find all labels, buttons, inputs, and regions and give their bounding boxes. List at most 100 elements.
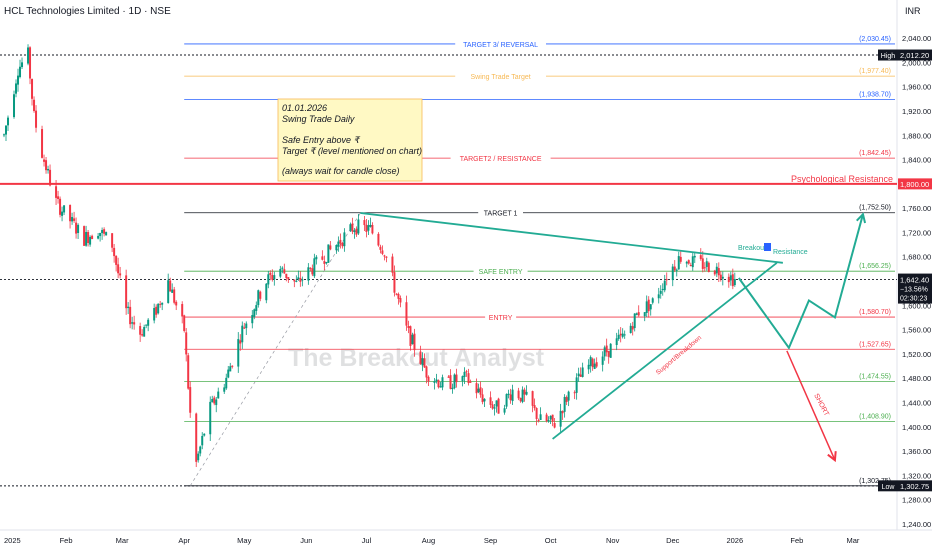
candle-body bbox=[453, 374, 456, 389]
candle-body bbox=[437, 380, 440, 388]
x-tick-label: 2025 bbox=[4, 536, 21, 545]
level-label: SAFE ENTRY bbox=[479, 269, 523, 276]
candle-body bbox=[631, 326, 634, 330]
candle-body bbox=[525, 391, 528, 395]
candle-body bbox=[409, 326, 412, 346]
candle-body bbox=[281, 267, 284, 269]
candle-body bbox=[185, 332, 188, 355]
x-tick-label: Mar bbox=[846, 536, 859, 545]
candle-body bbox=[385, 256, 388, 258]
short-arrowhead bbox=[827, 451, 837, 463]
candle-body bbox=[161, 302, 164, 305]
candle-body bbox=[511, 389, 514, 402]
candle-body bbox=[89, 236, 92, 245]
candle-body bbox=[13, 94, 16, 118]
candle-body bbox=[351, 223, 354, 232]
candle-body bbox=[339, 239, 342, 244]
level-label: TARGET2 / RESISTANCE bbox=[460, 156, 542, 163]
candle-body bbox=[687, 260, 690, 264]
candle-body bbox=[679, 256, 682, 262]
candle-body bbox=[127, 306, 130, 309]
candle-body bbox=[215, 399, 218, 406]
candle-body bbox=[369, 224, 372, 227]
candle-body bbox=[419, 351, 422, 364]
x-tick-label: Jun bbox=[300, 536, 312, 545]
note-box[interactable]: 01.01.2026 Swing Trade Daily Safe Entry … bbox=[277, 98, 423, 182]
candle-body bbox=[675, 269, 678, 271]
candle-body bbox=[129, 306, 132, 325]
candle-body bbox=[315, 256, 318, 260]
note-line-caution: (always wait for candle close) bbox=[282, 166, 400, 176]
candle-body bbox=[223, 387, 226, 392]
level-value-label: (1,977.40) bbox=[859, 68, 891, 75]
candle-body bbox=[167, 280, 170, 303]
candle-body bbox=[537, 420, 540, 422]
y-tick-label: 1,720.00 bbox=[902, 228, 931, 237]
candle-body bbox=[451, 387, 454, 390]
candle-body bbox=[363, 220, 366, 226]
candle-body bbox=[707, 262, 710, 273]
last-price-label: 1,642.40 bbox=[900, 276, 929, 285]
candle-body bbox=[169, 280, 172, 292]
note-line-date: 01.01.2026 bbox=[282, 103, 327, 113]
level-label: Swing Trade Target bbox=[471, 74, 531, 81]
candle-body bbox=[721, 276, 724, 279]
candle-body bbox=[605, 345, 608, 353]
candle-body bbox=[271, 274, 274, 280]
candle-body bbox=[105, 232, 108, 236]
candle-body bbox=[203, 433, 206, 436]
candle-body bbox=[447, 376, 450, 378]
low-tag-prefix: Low bbox=[882, 484, 896, 491]
candle-body bbox=[113, 247, 116, 257]
candle-body bbox=[73, 218, 76, 221]
candle-body bbox=[35, 110, 38, 128]
candle-body bbox=[469, 381, 472, 383]
high-tag-prefix-bg bbox=[878, 49, 898, 61]
candle-body bbox=[17, 75, 20, 85]
candle-body bbox=[119, 273, 122, 276]
candle-body bbox=[593, 363, 596, 369]
candle-body bbox=[287, 277, 290, 280]
candle-body bbox=[329, 245, 332, 250]
candle-body bbox=[391, 256, 394, 273]
candle-body bbox=[633, 313, 636, 329]
candle-body bbox=[255, 305, 258, 311]
candle-body bbox=[483, 398, 486, 402]
candle-body bbox=[397, 293, 400, 299]
candle-body bbox=[691, 256, 694, 268]
candle-body bbox=[97, 235, 100, 239]
candle-body bbox=[517, 390, 520, 399]
candle-body bbox=[561, 411, 564, 414]
x-tick-label: Oct bbox=[545, 536, 558, 545]
candle-body bbox=[147, 319, 150, 326]
level-value-label: (1,752.50) bbox=[859, 205, 891, 212]
candle-body bbox=[677, 256, 680, 270]
candle-body bbox=[265, 283, 268, 301]
candle-body bbox=[251, 315, 254, 324]
candle-body bbox=[297, 277, 300, 280]
candle-body bbox=[589, 357, 592, 366]
candle-body bbox=[617, 334, 620, 339]
candle-body bbox=[497, 398, 500, 414]
candle-body bbox=[245, 323, 248, 329]
low-tag-prefix-bg bbox=[878, 480, 898, 492]
candle-body bbox=[531, 391, 534, 406]
candle-body bbox=[43, 159, 46, 162]
y-tick-label: 1,760.00 bbox=[902, 204, 931, 213]
level-label: TARGET 1 bbox=[484, 211, 518, 218]
candle-body bbox=[175, 301, 178, 306]
candle-body bbox=[637, 312, 640, 316]
y-tick-label: 1,280.00 bbox=[902, 496, 931, 505]
candle-body bbox=[241, 325, 244, 343]
breakout-marker bbox=[764, 243, 771, 251]
candle-body bbox=[731, 274, 734, 287]
candle-body bbox=[615, 338, 618, 346]
candle-body bbox=[307, 267, 310, 281]
candle-body bbox=[59, 198, 62, 215]
candle-body bbox=[325, 262, 328, 264]
level-label-bg bbox=[455, 71, 547, 82]
candle-body bbox=[299, 278, 302, 282]
